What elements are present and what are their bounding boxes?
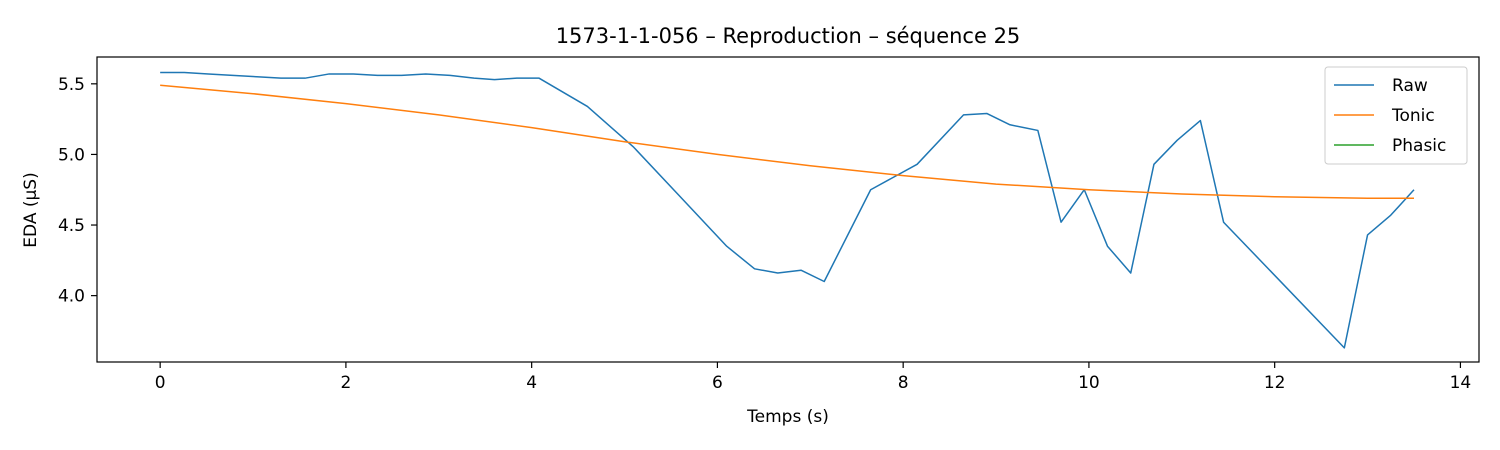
x-tick-label: 8 <box>898 373 909 393</box>
legend-entries: Raw Tonic Phasic <box>1334 76 1446 156</box>
legend-label-tonic: Tonic <box>1391 106 1435 126</box>
legend-label-phasic: Phasic <box>1392 136 1446 156</box>
x-tick-label: 10 <box>1078 373 1100 393</box>
x-tick-label: 6 <box>712 373 723 393</box>
chart-title: 1573-1-1-056 – Reproduction – séquence 2… <box>556 24 1021 48</box>
x-tick-label: 0 <box>155 373 166 393</box>
y-tick-label: 4.0 <box>58 287 85 307</box>
series-layer <box>160 71 1415 349</box>
legend-label-raw: Raw <box>1392 76 1428 96</box>
y-tick-label: 5.5 <box>58 75 85 95</box>
x-axis: 0 2 4 6 8 10 12 14 <box>155 362 1472 393</box>
series-line-raw <box>160 71 1415 349</box>
legend: Raw Tonic Phasic <box>1324 66 1468 165</box>
x-tick-label: 4 <box>526 373 537 393</box>
series-line-tonic <box>160 84 1414 199</box>
x-tick-label: 12 <box>1264 373 1286 393</box>
plot-area <box>96 56 1480 363</box>
y-tick-label: 4.5 <box>58 216 85 236</box>
legend-box <box>1324 66 1468 165</box>
y-axis: 4.0 4.5 5.0 5.5 <box>58 75 97 307</box>
x-tick-label: 2 <box>340 373 351 393</box>
y-axis-label: EDA (µS) <box>21 172 41 247</box>
plot-frame <box>96 56 1480 363</box>
x-axis-label: Temps (s) <box>746 407 829 427</box>
x-tick-label: 14 <box>1450 373 1472 393</box>
y-tick-label: 5.0 <box>58 145 85 165</box>
